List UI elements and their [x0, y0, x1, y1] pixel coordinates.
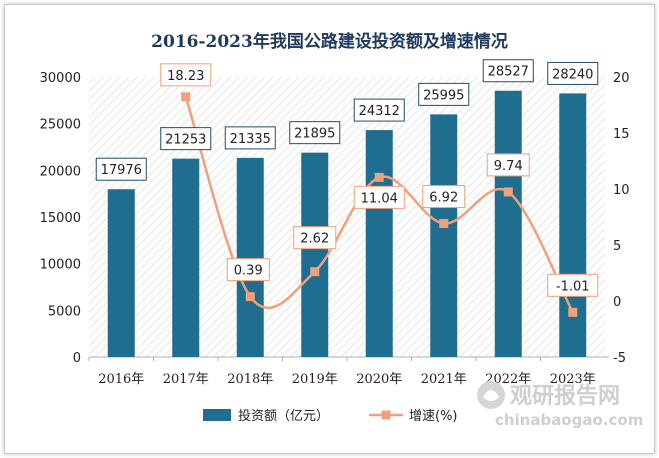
y-left-tick-label: 20000: [40, 164, 81, 179]
y-right-tick-label: 15: [613, 127, 630, 142]
growth-value-label-box: [422, 184, 466, 208]
growth-value-label-group: 18.23: [160, 63, 212, 87]
bar-value-label-group: 28527: [482, 59, 534, 83]
bar-value-label-group: 24312: [353, 98, 405, 122]
bar-value-label-box: [482, 59, 534, 83]
legend-label-line: 增速(%): [409, 409, 458, 424]
y-left-tick-label: 15000: [40, 211, 81, 226]
bar-value-label-group: 21335: [224, 126, 276, 150]
bar-value-label: 28240: [552, 67, 593, 82]
growth-value-label: 2.62: [300, 232, 329, 247]
y-left-tick-label: 30000: [40, 71, 81, 86]
growth-value-label-group: 0.39: [226, 258, 270, 282]
bar: [559, 93, 587, 357]
watermark-en: chinabaogao.com: [495, 411, 643, 429]
chart-svg: 2016-2023年我国公路建设投资额及增速情况 0 5000 10000 15000…: [40, 31, 644, 429]
growth-value-label: 0.39: [234, 264, 263, 279]
bar-value-label-box: [547, 61, 599, 85]
growth-marker: [374, 172, 384, 182]
x-tick-label: 2016年: [98, 372, 144, 387]
x-tick-label: 2020年: [356, 372, 402, 387]
growth-marker: [181, 92, 191, 102]
growth-marker: [245, 292, 255, 302]
x-tick-label: 2021年: [421, 372, 467, 387]
y-right-tick-label: -5: [613, 351, 626, 366]
growth-value-label: 18.23: [167, 69, 204, 84]
legend: 投资额（亿元） 增速(%): [203, 408, 458, 424]
growth-value-label-group: 9.74: [486, 153, 530, 177]
x-tick-label: 2018年: [227, 372, 273, 387]
x-tick-label: 2019年: [292, 372, 338, 387]
bar-value-label-group: 17976: [95, 157, 147, 181]
growth-value-label-box: [160, 63, 212, 87]
growth-value-label-group: -1.01: [547, 273, 599, 297]
growth-value-label-group: 2.62: [293, 226, 337, 250]
bar-value-label-box: [353, 98, 405, 122]
growth-marker: [568, 307, 578, 317]
y-right-tick-label: 20: [613, 71, 630, 86]
bar-value-label-box: [224, 126, 276, 150]
bar-value-label: 21895: [294, 127, 335, 142]
growth-value-label-group: 6.92: [422, 184, 466, 208]
growth-value-label-box: [226, 258, 270, 282]
x-tick-label: 2023年: [550, 372, 596, 387]
bar-value-label-group: 21253: [160, 127, 212, 151]
watermark-cn: 观研报告网: [510, 384, 620, 409]
bar: [301, 152, 329, 357]
y-right-tick-label: 0: [613, 295, 621, 310]
bar-value-label-box: [418, 82, 470, 106]
bar-value-label: 25995: [423, 88, 464, 103]
bar-value-label: 21253: [165, 133, 206, 148]
bar-value-label-box: [160, 127, 212, 151]
bar: [107, 189, 135, 357]
watermark: 观研报告网 chinabaogao.com: [477, 381, 643, 429]
growth-value-label: 9.74: [494, 159, 523, 174]
bar-value-label-box: [289, 121, 341, 145]
watermark-logo-icon: [477, 381, 505, 409]
legend-label-bar: 投资额（亿元）: [238, 408, 329, 424]
bar-value-label-group: 21895: [289, 121, 341, 145]
y-left-tick-label: 0: [73, 351, 81, 366]
growth-value-label-group: 11.04: [353, 185, 405, 209]
growth-value-label-box: [353, 185, 405, 209]
bar: [430, 114, 458, 357]
bar-value-label: 24312: [359, 104, 400, 119]
bar-value-label: 21335: [230, 132, 271, 147]
x-tick-label: 2017年: [163, 372, 209, 387]
growth-value-label: 6.92: [429, 190, 458, 205]
chart-title: 2016-2023年我国公路建设投资额及增速情况: [151, 31, 508, 52]
growth-marker: [310, 267, 320, 277]
growth-value-label: 11.04: [361, 191, 398, 206]
y-left-tick-label: 10000: [40, 258, 81, 273]
y-left-tick-label: 25000: [40, 118, 81, 133]
bar: [172, 158, 200, 357]
growth-marker: [439, 218, 449, 228]
y-left-tick-label: 5000: [48, 304, 81, 319]
y-right-tick-label: 5: [613, 239, 621, 254]
bar-value-label: 28527: [488, 65, 529, 80]
bar: [365, 130, 393, 357]
growth-marker: [503, 187, 513, 197]
legend-swatch-bar: [203, 409, 231, 421]
chart-frame: 2016-2023年我国公路建设投资额及增速情况 0 5000 10000 15000…: [4, 4, 655, 454]
bar-value-label-box: [95, 157, 147, 181]
growth-value-label-box: [486, 153, 530, 177]
growth-value-label: -1.01: [556, 279, 590, 294]
bar-value-label-group: 28240: [547, 61, 599, 85]
growth-value-label-box: [293, 226, 337, 250]
bar-value-label: 17976: [101, 163, 142, 178]
bar: [494, 90, 522, 358]
growth-value-label-box: [547, 273, 599, 297]
bar-value-label-group: 25995: [418, 82, 470, 106]
y-right-tick-label: 10: [613, 183, 630, 198]
bar: [236, 157, 264, 357]
legend-swatch-marker: [381, 410, 391, 420]
